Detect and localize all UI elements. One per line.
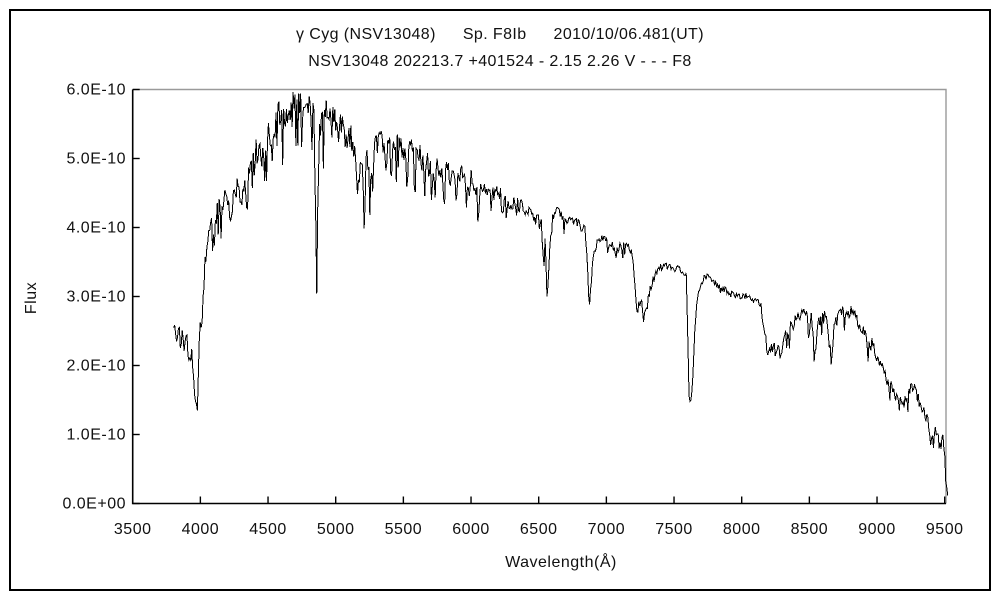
x-tick-label-9000: 9000: [858, 521, 896, 538]
title-object-name: γ Cyg (NSV13048): [296, 26, 436, 43]
x-tick-label-4500: 4500: [249, 521, 287, 538]
x-tick-label-9500: 9500: [926, 521, 964, 538]
title-spectral-type: Sp. F8Ib: [462, 26, 527, 43]
title-catalog-info: NSV13048 202213.7 +401524 - 2.15 2.26 V …: [308, 53, 692, 70]
spectrum-line: [173, 92, 949, 496]
title-observation-date: 2010/10/06.481(UT): [553, 26, 704, 43]
x-tick-label-7000: 7000: [588, 521, 626, 538]
y-tick-label-3: 3.0E-10: [66, 289, 126, 306]
chart-title-line1: γ Cyg (NSV13048) Sp. F8Ib 2010/10/06.481…: [0, 26, 1000, 44]
axis-lines: [131, 89, 946, 505]
y-tick-label-0: 0.0E+00: [62, 496, 126, 513]
x-tick-label-4000: 4000: [182, 521, 220, 538]
x-tick-label-6000: 6000: [452, 521, 490, 538]
x-tick-label-7500: 7500: [655, 521, 693, 538]
y-tick-label-1: 1.0E-10: [66, 427, 126, 444]
y-tick-label-4: 4.0E-10: [66, 220, 126, 237]
x-tick-label-8500: 8500: [791, 521, 829, 538]
y-tick-label-6: 6.0E-10: [66, 82, 126, 99]
x-axis-label: Wavelength(Å): [505, 552, 617, 571]
x-tick-label-3500: 3500: [114, 521, 152, 538]
outer-border: [9, 9, 991, 591]
x-tick-label-6500: 6500: [520, 521, 558, 538]
plot-frame: [132, 88, 947, 504]
x-tick-label-5500: 5500: [385, 521, 423, 538]
x-tick-label-8000: 8000: [723, 521, 761, 538]
y-tick-label-2: 2.0E-10: [66, 358, 126, 375]
x-tick-label-5000: 5000: [317, 521, 355, 538]
chart-title-line2: NSV13048 202213.7 +401524 - 2.15 2.26 V …: [0, 53, 1000, 71]
y-tick-label-5: 5.0E-10: [66, 151, 126, 168]
y-axis-label: Flux: [23, 282, 40, 314]
